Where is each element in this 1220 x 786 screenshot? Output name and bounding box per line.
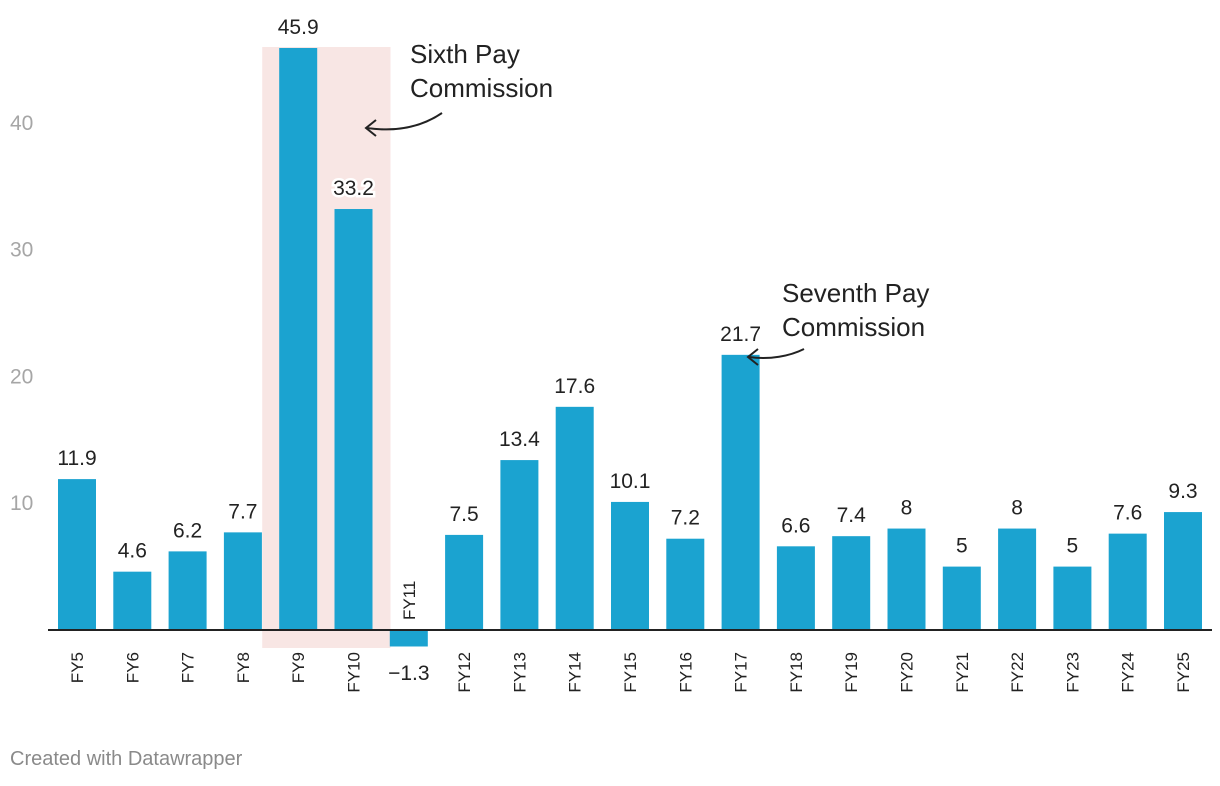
category-label: FY5 [68, 652, 87, 683]
bar-fy25 [1164, 512, 1202, 630]
bar-fy24 [1108, 533, 1147, 630]
bar-fy23 [1053, 566, 1092, 630]
bar-fy14 [555, 406, 594, 630]
bar-fy22 [998, 528, 1037, 630]
y-tick-label: 30 [10, 239, 33, 262]
bar-fy11 [389, 630, 428, 647]
category-label: FY20 [898, 652, 917, 693]
category-labels: FY5 FY6 FY7 FY8 FY9 FY10 FY11 FY12 FY13 FY14 FY15 F… [68, 581, 1193, 693]
y-tick-label: 10 [10, 492, 33, 515]
value-label: 45.9 [278, 16, 319, 39]
credit-text: Created with Datawrapper [10, 748, 243, 770]
category-label: FY15 [621, 652, 640, 693]
category-label: FY13 [510, 652, 529, 693]
category-label: FY16 [676, 652, 695, 693]
category-label: FY18 [787, 652, 806, 693]
arrowhead-icon [364, 119, 377, 137]
bar-fy15 [611, 501, 649, 630]
value-label: 17.6 [554, 375, 595, 398]
value-label: 7.2 [671, 507, 700, 530]
value-label: 4.6 [118, 540, 147, 563]
category-label: FY12 [455, 652, 474, 693]
category-label: FY19 [842, 652, 861, 693]
annotation-seventh-pay: Seventh Pay Commission [746, 278, 929, 366]
y-tick-label: 40 [10, 112, 33, 135]
category-label: FY22 [1008, 652, 1027, 693]
bars [58, 47, 1202, 647]
bar-fy17 [721, 354, 760, 630]
category-label: FY11 [400, 581, 419, 620]
value-label: −1.3 [388, 662, 429, 685]
category-label: FY10 [345, 652, 364, 693]
value-label: 7.4 [837, 504, 867, 527]
bar-fy9 [279, 47, 318, 631]
value-label: 5 [1067, 535, 1079, 558]
annotation-arrow-icon [748, 348, 805, 359]
value-label: 8 [901, 497, 913, 520]
bar-fy21 [942, 566, 981, 630]
bar-fy7 [168, 551, 207, 630]
value-label: 6.6 [781, 514, 810, 537]
bar-fy16 [666, 538, 705, 630]
bar-fy19 [832, 536, 871, 630]
y-tick-label: 20 [10, 365, 33, 388]
value-label: 6.2 [173, 519, 202, 542]
category-label: FY23 [1063, 652, 1082, 693]
annotation-sixth-line2: Commission [410, 73, 553, 103]
category-label: FY24 [1119, 652, 1138, 693]
bar-fy6 [113, 571, 152, 630]
y-axis-ticks: 10 20 30 40 [10, 112, 33, 515]
category-label: FY6 [123, 652, 142, 683]
value-label: 7.5 [449, 503, 478, 526]
category-label: FY9 [289, 652, 308, 683]
category-label: FY7 [179, 652, 198, 683]
bar-fy18 [776, 546, 815, 630]
category-label: FY8 [234, 652, 253, 683]
arrowhead-icon [746, 348, 759, 366]
category-label: FY21 [953, 652, 972, 693]
bar-fy10 [334, 209, 373, 631]
bar-fy13 [500, 460, 539, 630]
value-label: 10.1 [610, 470, 651, 493]
value-label: 8 [1011, 497, 1023, 520]
category-label: FY14 [566, 652, 585, 693]
value-label: 7.7 [228, 500, 257, 523]
value-label: 33.2 [333, 177, 374, 200]
bar-fy8 [223, 532, 262, 630]
value-label: 13.4 [499, 428, 540, 451]
annotation-sixth-pay: Sixth Pay Commission [364, 39, 553, 137]
value-label: 11.9 [57, 447, 96, 470]
value-labels: 11.9 4.6 6.2 7.7 45.9 33.2 −1.3 7.5 13.4 17.6 10.1… [57, 13, 1197, 685]
value-label: 7.6 [1113, 502, 1142, 525]
bar-fy5 [58, 479, 96, 630]
value-label: 21.7 [720, 323, 761, 346]
bar-fy12 [445, 534, 484, 630]
annotation-seventh-line1: Seventh Pay [782, 278, 929, 308]
value-label: 5 [956, 535, 968, 558]
value-label: 9.3 [1168, 480, 1197, 503]
category-label: FY17 [732, 652, 751, 693]
annotation-arrow-icon [366, 112, 443, 131]
category-label: FY25 [1174, 652, 1193, 693]
bar-fy20 [887, 528, 926, 630]
annotation-seventh-line2: Commission [782, 312, 925, 342]
annotation-sixth-line1: Sixth Pay [410, 39, 520, 69]
